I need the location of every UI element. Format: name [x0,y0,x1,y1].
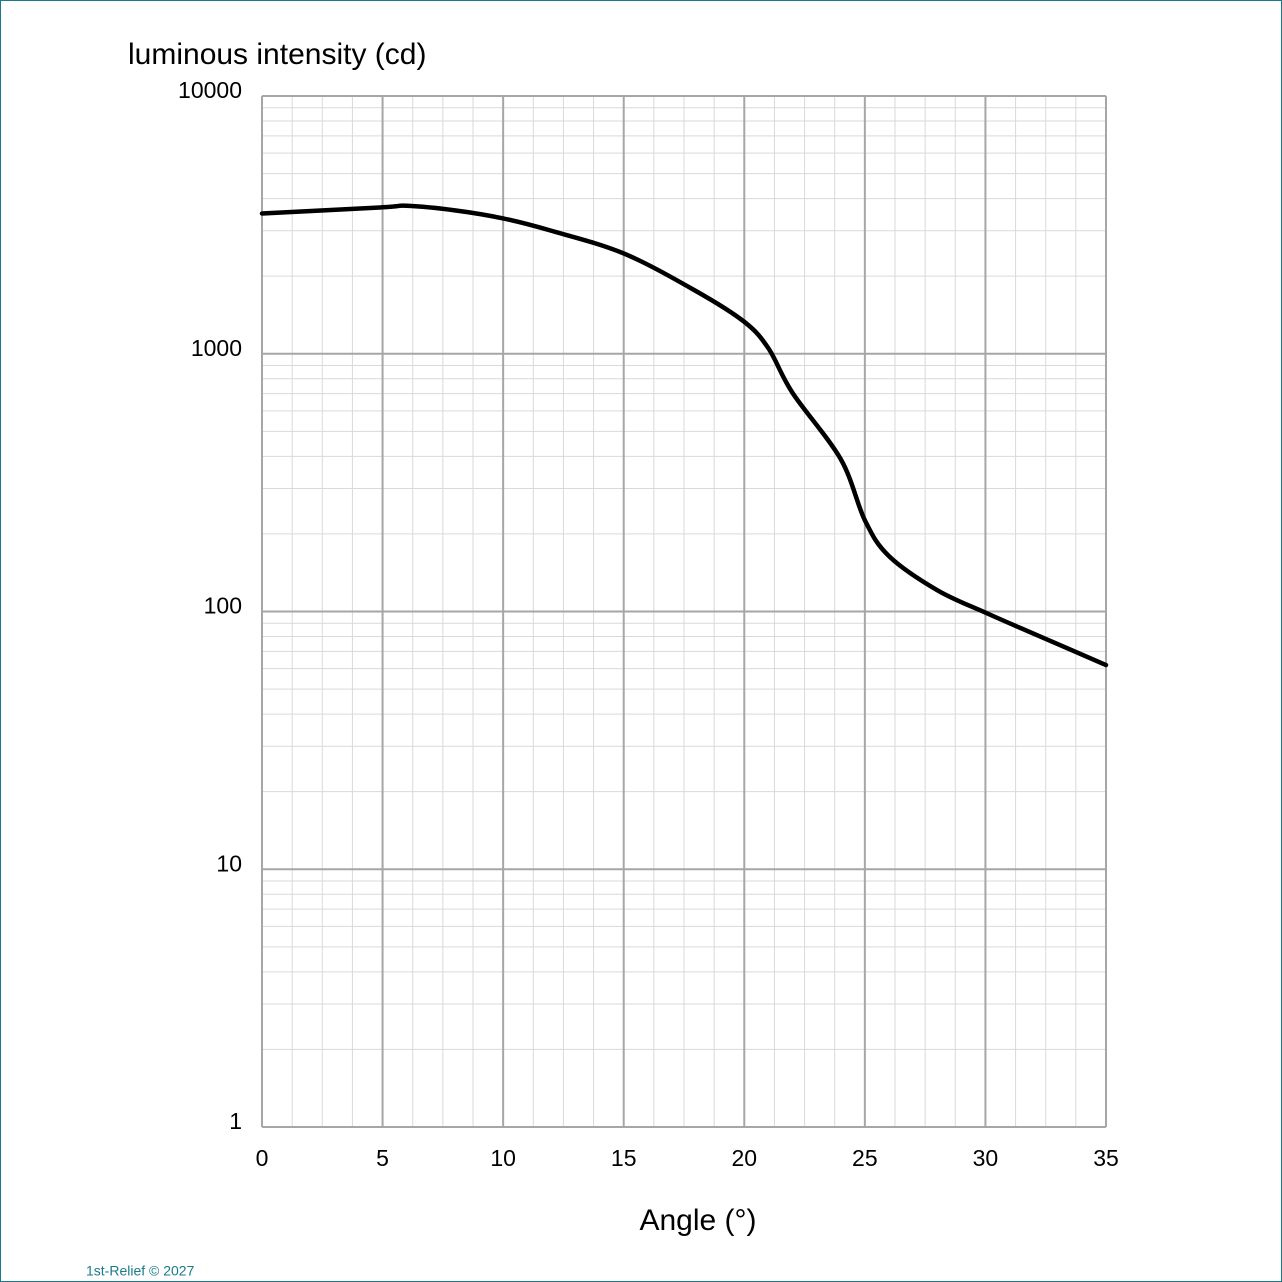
y-tick-label: 10000 [178,77,242,103]
footer: 1st-Relief © 2027 [86,1263,195,1279]
y-axis-label: luminous intensity (cd) [128,38,426,71]
y-tick-label: 100 [204,593,242,619]
x-axis-label: Angle (°) [639,1204,756,1237]
x-tick-label: 10 [490,1145,516,1171]
x-tick-label: 35 [1093,1145,1119,1171]
x-tick-label: 15 [611,1145,637,1171]
y-tick-label: 1000 [191,335,242,361]
x-tick-label: 20 [731,1145,757,1171]
x-tick-label: 5 [376,1145,389,1171]
y-tick-label: 10 [216,850,242,876]
grid [261,95,1107,1128]
data-line [259,203,1109,668]
marks [259,203,1109,668]
y-tick-label: 1 [229,1108,242,1134]
x-tick-label: 0 [256,1145,269,1171]
x-tick-label: 30 [973,1145,999,1171]
x-tick-label: 25 [852,1145,878,1171]
